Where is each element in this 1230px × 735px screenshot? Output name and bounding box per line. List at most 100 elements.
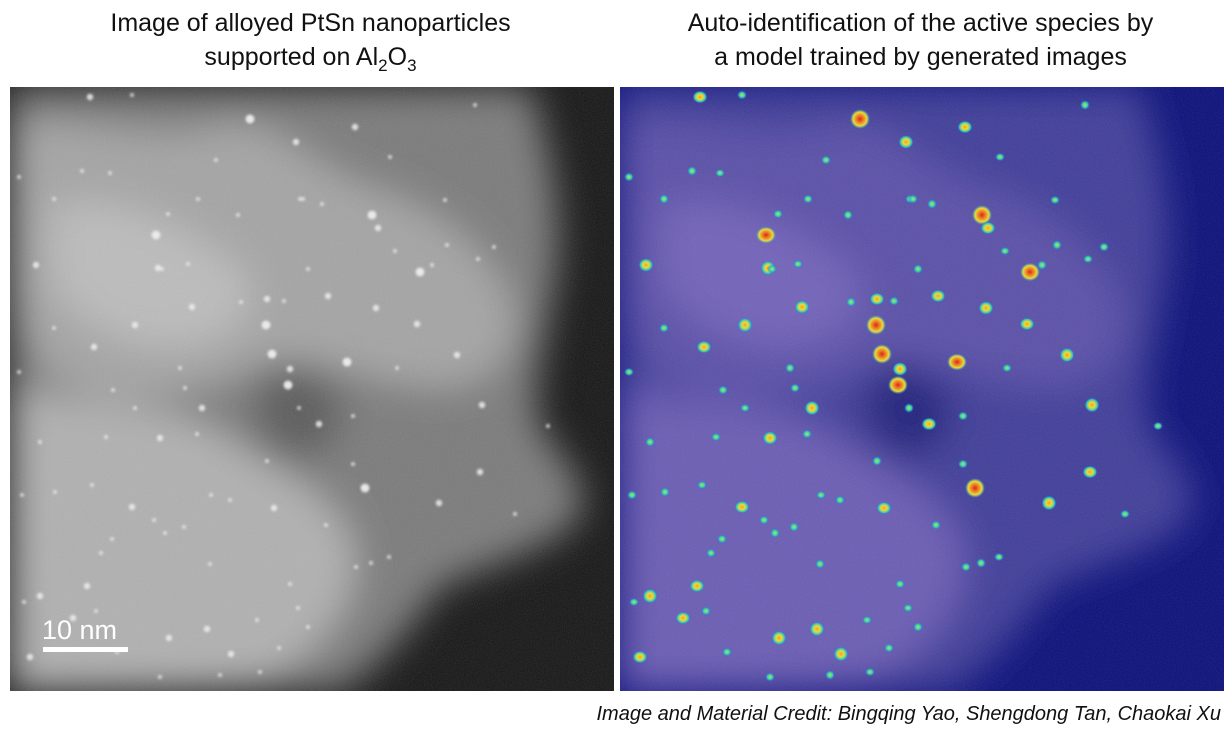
heatmap-particle-dot bbox=[675, 611, 691, 625]
nanoparticle-dot bbox=[320, 202, 324, 206]
heatmap-particle-dot bbox=[958, 459, 968, 469]
nanoparticle-dot bbox=[301, 197, 305, 201]
heatmap-particle-dot bbox=[865, 667, 875, 677]
nanoparticle-dot bbox=[255, 618, 259, 622]
nanoparticle-dot bbox=[90, 483, 94, 487]
left-caption-subscript-2: 3 bbox=[407, 56, 417, 75]
heatmap-particle-dot bbox=[921, 417, 937, 431]
heatmap-particle-dot bbox=[913, 264, 923, 274]
nanoparticle-dot bbox=[492, 245, 496, 249]
nanoparticle-dot bbox=[36, 592, 44, 600]
heatmap-particle-dot bbox=[862, 615, 872, 625]
nanoparticle-dot bbox=[52, 197, 56, 201]
heatmap-particle-dot bbox=[706, 548, 716, 558]
heatmap-particle-dot bbox=[624, 367, 634, 377]
heatmap-particle-dot bbox=[1120, 509, 1130, 519]
nanoparticle-dot bbox=[282, 299, 286, 303]
nanoparticle-dot bbox=[342, 357, 352, 367]
nanoparticle-dot bbox=[324, 523, 328, 527]
nanoparticle-dot bbox=[110, 537, 114, 541]
heatmap-particle-dot bbox=[1002, 363, 1012, 373]
nanoparticle-dot bbox=[351, 123, 359, 131]
heatmap-particle-dot bbox=[913, 622, 923, 632]
nanoparticle-dot bbox=[277, 646, 281, 650]
nanoparticle-dot bbox=[236, 213, 240, 217]
heatmap-particle-dot bbox=[1050, 195, 1060, 205]
nanoparticle-dot bbox=[80, 169, 84, 173]
nanoparticle-dot bbox=[218, 673, 222, 677]
nanoparticle-dot bbox=[86, 93, 94, 101]
nanoparticle-dot bbox=[165, 634, 173, 642]
nanoparticle-dot bbox=[160, 267, 164, 271]
nanoparticle-dot bbox=[130, 93, 134, 97]
nanoparticle-dot bbox=[183, 386, 187, 390]
left-caption-line2-prefix: supported on Al bbox=[204, 43, 379, 71]
nanoparticle-dot bbox=[99, 551, 103, 555]
nanoparticle-dot bbox=[367, 210, 377, 220]
nanoparticle-dot bbox=[17, 175, 21, 179]
heatmap-particle-dot bbox=[903, 603, 913, 613]
heatmap-particle-dot bbox=[947, 353, 967, 371]
heatmap-particle-dot bbox=[888, 375, 908, 395]
nanoparticle-dot bbox=[445, 243, 449, 247]
nanoparticle-dot bbox=[22, 600, 26, 604]
heatmap-particle-dot bbox=[958, 411, 968, 421]
nanoparticle-dot bbox=[26, 653, 34, 661]
heatmap-particle-dot bbox=[957, 120, 973, 134]
nanoparticle-dot bbox=[297, 406, 301, 410]
nanoparticle-dot bbox=[393, 249, 397, 253]
image-credit: Image and Material Credit: Bingqing Yao,… bbox=[596, 703, 1222, 725]
nanoparticle-dot bbox=[388, 155, 392, 159]
heatmap-particle-dot bbox=[737, 90, 747, 100]
nanoparticle-dot bbox=[430, 263, 434, 267]
heatmap-particle-dot bbox=[930, 289, 946, 303]
nanoparticle-dot bbox=[198, 404, 206, 412]
stem-micrograph-image bbox=[10, 87, 614, 691]
right-caption-line2: a model trained by generated images bbox=[714, 43, 1127, 71]
heatmap-particle-dot bbox=[850, 109, 870, 129]
nanoparticle-dot bbox=[20, 493, 24, 497]
left-caption-line2-mid: O bbox=[387, 43, 408, 71]
heatmap-particle-dot bbox=[711, 432, 721, 442]
nanoparticle-dot bbox=[413, 320, 421, 328]
nanoparticle-dot bbox=[214, 158, 218, 162]
heatmap-particle-dot bbox=[767, 264, 777, 274]
nanoparticle-dot bbox=[473, 103, 477, 107]
nanoparticle-dot bbox=[286, 365, 294, 373]
heatmap-particle-dot bbox=[737, 317, 753, 333]
heatmap-particle-dot bbox=[660, 487, 670, 497]
heatmap-particle-dot bbox=[1080, 100, 1090, 110]
heatmap-particle-dot bbox=[770, 528, 780, 538]
heatmap-overlay-image bbox=[620, 87, 1224, 691]
heatmap-particle-dot bbox=[692, 90, 708, 104]
nanoparticle-dot bbox=[158, 675, 162, 679]
nanoparticle-dot bbox=[374, 224, 382, 232]
nanoparticle-dot bbox=[435, 499, 443, 507]
heatmap-particle-dot bbox=[638, 258, 654, 272]
heatmap-particle-dot bbox=[835, 495, 845, 505]
nanoparticle-dot bbox=[354, 565, 358, 569]
heatmap-particle-dot bbox=[876, 501, 892, 515]
nanoparticle-dot bbox=[513, 512, 517, 516]
nanoparticle-dot bbox=[270, 504, 278, 512]
nanoparticle-dot bbox=[263, 295, 271, 303]
nanoparticle-dot bbox=[292, 138, 300, 146]
heatmap-particle-dot bbox=[765, 672, 775, 682]
heatmap-particle-dot bbox=[976, 558, 986, 568]
heatmap-particle-dot bbox=[965, 478, 985, 498]
heatmap-particle-dot bbox=[722, 647, 732, 657]
nanoparticle-dot bbox=[133, 406, 137, 410]
heatmap-particle-dot bbox=[908, 194, 918, 204]
heatmap-particle-dot bbox=[1083, 254, 1093, 264]
nanoparticle-dot bbox=[38, 440, 42, 444]
heatmap-particle-dot bbox=[734, 500, 750, 514]
heatmap-particle-dot bbox=[740, 403, 750, 413]
nanoparticle-dot bbox=[387, 555, 391, 559]
nanoparticle-dot bbox=[166, 212, 170, 216]
heatmap-particle-dot bbox=[718, 385, 728, 395]
heatmap-particle-dot bbox=[627, 490, 637, 500]
heatmap-particle-dot bbox=[869, 292, 885, 306]
nanoparticle-dot bbox=[443, 198, 447, 202]
heatmap-particle-dot bbox=[701, 606, 711, 616]
heatmap-particle-dot bbox=[978, 301, 994, 315]
